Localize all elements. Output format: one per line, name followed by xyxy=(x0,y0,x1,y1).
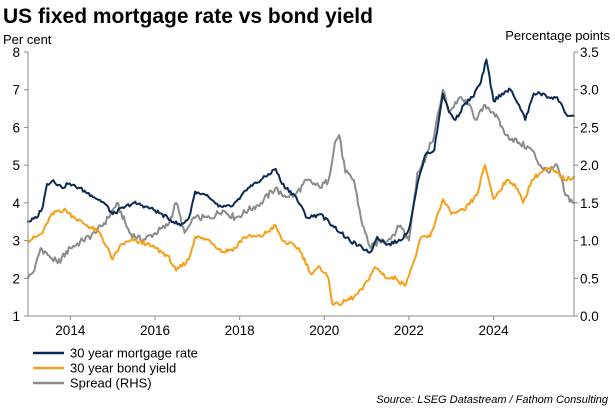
axis-layer xyxy=(27,52,575,317)
left-tick-label: 2 xyxy=(12,271,20,286)
x-tick-label: 2018 xyxy=(225,323,255,338)
right-tick-label: 2.0 xyxy=(580,158,599,173)
x-tick-label: 2020 xyxy=(309,323,339,338)
chart-title: US fixed mortgage rate vs bond yield xyxy=(3,5,373,28)
right-tick-label: 1.0 xyxy=(580,234,599,249)
legend-label-bond: 30 year bond yield xyxy=(70,361,176,376)
right-tick-label: 0.0 xyxy=(580,309,599,324)
series-line-bond xyxy=(27,164,575,306)
left-tick-label: 3 xyxy=(12,234,20,249)
tick-label-layer: 1 2 3 4 5 6 7 8 0.0 0.5 1.0 1.5 2.0 2.5 3.0 3.5 2014 2016… xyxy=(12,45,598,338)
right-tick-label: 1.5 xyxy=(580,196,599,211)
series-line-mortgage xyxy=(27,58,575,254)
x-tick-label: 2014 xyxy=(55,323,86,338)
x-tick-label: 2016 xyxy=(140,323,170,338)
legend-label-mortgage: 30 year mortgage rate xyxy=(70,346,198,361)
left-axis-unit-label: Per cent xyxy=(3,32,52,47)
series-layer xyxy=(27,58,575,306)
right-tick-label: 3.0 xyxy=(580,83,599,98)
left-tick-label: 6 xyxy=(12,120,20,135)
source-note: Source: LSEG Datastream / Fathom Consult… xyxy=(376,394,609,406)
right-tick-label: 2.5 xyxy=(580,120,599,135)
x-tick-label: 2024 xyxy=(479,323,510,338)
right-tick-label: 3.5 xyxy=(580,45,599,60)
left-tick-label: 5 xyxy=(12,158,20,173)
left-tick-label: 4 xyxy=(12,196,20,211)
legend-label-spread: Spread (RHS) xyxy=(70,376,152,391)
series-line-spread xyxy=(27,88,575,280)
left-tick-label: 8 xyxy=(12,45,20,60)
left-tick-label: 7 xyxy=(12,83,20,98)
left-tick-label: 1 xyxy=(12,309,20,324)
right-tick-label: 0.5 xyxy=(580,271,599,286)
right-axis-unit-label: Percentage points xyxy=(505,28,610,43)
x-tick-label: 2022 xyxy=(394,323,424,338)
